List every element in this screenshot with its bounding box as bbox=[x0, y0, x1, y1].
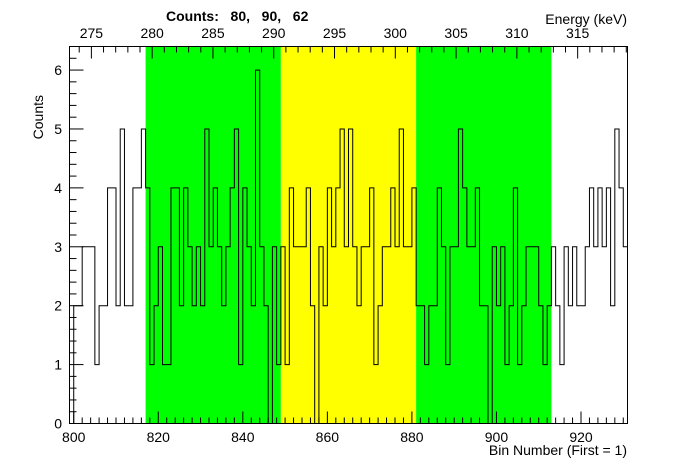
y-tick-label: 3 bbox=[54, 239, 62, 255]
x-tick-label: 880 bbox=[400, 429, 424, 445]
x2-tick-label: 295 bbox=[323, 25, 347, 41]
x-tick-label: 800 bbox=[62, 429, 86, 445]
y-tick-label: 0 bbox=[54, 416, 62, 432]
x2-tick-label: 275 bbox=[80, 25, 104, 41]
x2-tick-label: 300 bbox=[384, 25, 408, 41]
y-tick-label: 5 bbox=[54, 121, 62, 137]
x2-tick-label: 290 bbox=[262, 25, 286, 41]
x-tick-label: 840 bbox=[231, 429, 255, 445]
x-tick-label: 920 bbox=[569, 429, 593, 445]
y-tick-label: 2 bbox=[54, 298, 62, 314]
x-tick-label: 900 bbox=[485, 429, 509, 445]
y-axis-label: Counts bbox=[30, 95, 46, 139]
x2-tick-label: 305 bbox=[444, 25, 468, 41]
x-tick-label: 860 bbox=[316, 429, 340, 445]
x2-tick-label: 310 bbox=[505, 25, 529, 41]
chart-title: Counts: 80, 90, 62 bbox=[166, 8, 309, 24]
x-axis-label: Bin Number (First = 1) bbox=[489, 442, 627, 458]
x-tick-label: 820 bbox=[147, 429, 171, 445]
x2-tick-label: 280 bbox=[140, 25, 164, 41]
region-band-3 bbox=[416, 46, 552, 424]
y-tick-label: 6 bbox=[54, 62, 62, 78]
axis-ticks: 800 820 840 860 880 900 920 0 1 2 3 4 5 6 275 280 285 290… bbox=[54, 25, 627, 445]
x2-tick-label: 315 bbox=[566, 25, 590, 41]
x2-axis-label: Energy (keV) bbox=[545, 11, 627, 27]
x2-tick-label: 285 bbox=[201, 25, 225, 41]
y-tick-label: 4 bbox=[54, 180, 62, 196]
histogram-series bbox=[73, 69, 628, 424]
y-tick-label: 1 bbox=[54, 357, 62, 373]
